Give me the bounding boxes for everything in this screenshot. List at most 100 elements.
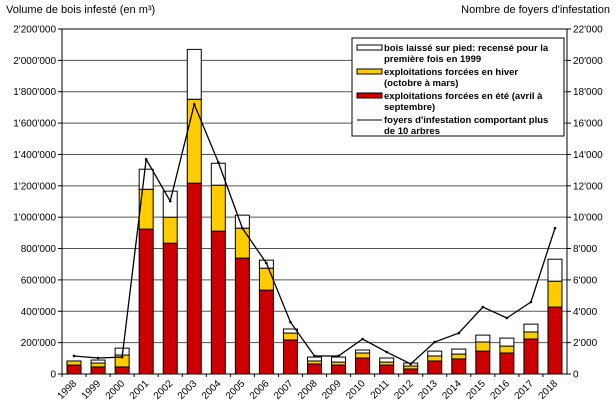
bar-segment [547, 280, 563, 308]
legend-label: foyers d'infestation comportant plus de 1… [384, 115, 548, 137]
line-point [120, 355, 124, 359]
y-tick-label: 2'000'000 [13, 56, 56, 67]
line-point [385, 350, 388, 354]
bar-segment [307, 356, 322, 362]
x-tick-label: 2002 [152, 378, 176, 402]
line-point [192, 102, 196, 106]
bar-segment [427, 350, 443, 357]
bar-segment [403, 368, 419, 375]
y-tick-label: 1'800'000 [13, 87, 56, 98]
bar-segment [451, 358, 467, 375]
y-tick-label: 0 [50, 370, 56, 381]
plot-frame [61, 28, 568, 375]
line-point [361, 337, 364, 341]
y2-tick-label: 18'000 [573, 87, 603, 98]
y-tick-label: 1'400'000 [13, 150, 56, 161]
bar-segment [210, 230, 226, 375]
bar-segment [234, 214, 250, 229]
x-tick-label: 2011 [369, 378, 392, 401]
legend-swatch [356, 68, 383, 75]
y2-tick-label: 16'000 [573, 119, 603, 130]
line-point [144, 158, 148, 161]
y2-tick-label: 8'000 [573, 244, 598, 255]
line-point [505, 316, 509, 320]
legend-label: exploitations forcées en été (avril à sep… [384, 91, 543, 113]
line-point [457, 331, 461, 335]
bar-segment [282, 339, 298, 375]
y-tick-label: 600'000 [21, 275, 57, 286]
bar-segment [90, 362, 106, 368]
line-point [553, 226, 557, 230]
bar-segment [258, 267, 274, 291]
line-point [409, 362, 412, 366]
line-point [96, 356, 100, 360]
bar-segment [499, 352, 515, 375]
line-point [72, 354, 76, 358]
x-tick-label: 2000 [104, 378, 128, 402]
y2-tick-label: 20'000 [573, 56, 603, 67]
y2-tick-label: 12'000 [573, 181, 603, 192]
legend-label: bois laissé sur pied: recensé pour la pre… [384, 43, 549, 65]
x-tick-label: 2005 [224, 378, 248, 402]
line-point [265, 261, 268, 265]
bar-segment [282, 332, 298, 341]
y-tick-label: 2'200'000 [13, 25, 56, 36]
y2-tick-label: 10'000 [573, 213, 603, 224]
y-tick-label: 1'000'000 [13, 213, 56, 224]
line-point [337, 354, 340, 358]
y2-tick-label: 14'000 [573, 150, 603, 161]
bar-segment [138, 228, 154, 375]
bar-segment [355, 349, 371, 354]
bar-segment [258, 289, 274, 375]
bar-segment [90, 366, 106, 375]
bar-segment [186, 182, 202, 375]
line-point [529, 300, 533, 304]
y2-tick-label: 0 [573, 370, 579, 381]
bar-segment [307, 363, 322, 375]
x-tick-label: 2014 [440, 378, 464, 402]
x-tick-label: 2001 [128, 378, 152, 402]
x-tick-label: 2010 [344, 378, 368, 402]
bar-segment [499, 345, 515, 354]
y-tick-label: 1'600'000 [13, 119, 56, 130]
x-tick-label: 2017 [513, 378, 537, 402]
x-tick-label: 2015 [464, 378, 488, 402]
x-tick-label: 1998 [56, 378, 80, 402]
bar-segment [355, 352, 371, 359]
x-tick-label: 2006 [248, 378, 272, 402]
bar-segment [475, 334, 491, 343]
legend-box [351, 37, 565, 137]
y-tick-label: 200'000 [21, 338, 57, 349]
bar-segment [162, 242, 178, 375]
bar-segment [451, 353, 467, 360]
x-tick-label: 2004 [200, 378, 224, 402]
x-tick-label: 2018 [537, 378, 561, 402]
bar-segment [499, 337, 515, 347]
line-point [241, 226, 244, 230]
bar-segment [162, 216, 178, 244]
bar-segment [379, 364, 395, 375]
bar-segment [547, 258, 563, 282]
line-point [433, 340, 437, 344]
bar-segment [475, 341, 491, 352]
y2-tick-label: 6'000 [573, 275, 598, 286]
bar-segment [234, 257, 250, 375]
bar-segment [114, 366, 130, 375]
bar-segment [331, 364, 347, 375]
line-point [313, 354, 316, 358]
y2-tick-label: 22'000 [573, 25, 603, 36]
x-tick-label: 2007 [272, 378, 296, 402]
legend-swatch [356, 92, 383, 99]
bar-segment [186, 98, 202, 184]
legend-label: exploitations forcées en hiver (octobre à… [384, 67, 518, 89]
bar-segment [523, 331, 539, 340]
y2-axis-title: Nombre de foyers d'infestation [461, 4, 610, 16]
y-tick-label: 800'000 [21, 244, 57, 255]
bar-segment [210, 184, 226, 232]
bar-segment [234, 227, 250, 259]
bar-segment [162, 190, 178, 218]
bar-segment [379, 357, 395, 363]
line-point [481, 305, 485, 309]
x-tick-label: 2016 [488, 378, 512, 402]
